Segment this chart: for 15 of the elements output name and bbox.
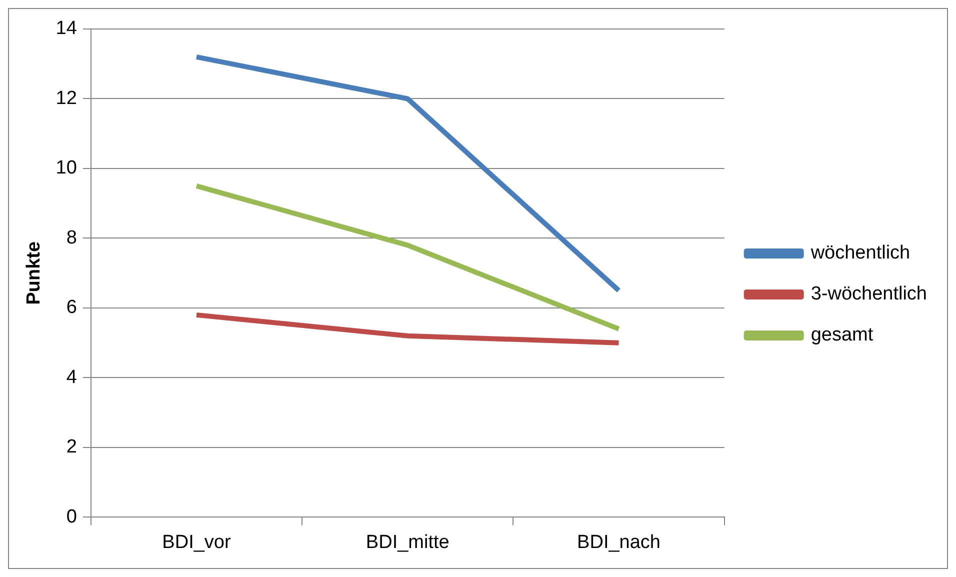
y-tick-label: 2 — [66, 436, 77, 458]
x-tick-label: BDI_mitte — [366, 532, 450, 553]
y-tick-label: 10 — [56, 158, 77, 179]
y-tick-label: 8 — [66, 227, 77, 248]
y-tick-label: 0 — [66, 506, 77, 528]
x-tick-label: BDI_nach — [577, 532, 660, 553]
y-tick-label: 4 — [66, 366, 78, 388]
legend-label: gesamt — [810, 324, 874, 346]
y-tick-label: 12 — [56, 88, 77, 109]
y-tick-label: 14 — [56, 18, 78, 40]
y-tick-label: 6 — [66, 297, 77, 318]
y-axis-title: Punkte — [24, 241, 45, 305]
x-tick-label: BDI_vor — [162, 532, 232, 553]
legend-label: wöchentlich — [810, 242, 910, 264]
legend-label: 3-wöchentlich — [810, 284, 927, 305]
